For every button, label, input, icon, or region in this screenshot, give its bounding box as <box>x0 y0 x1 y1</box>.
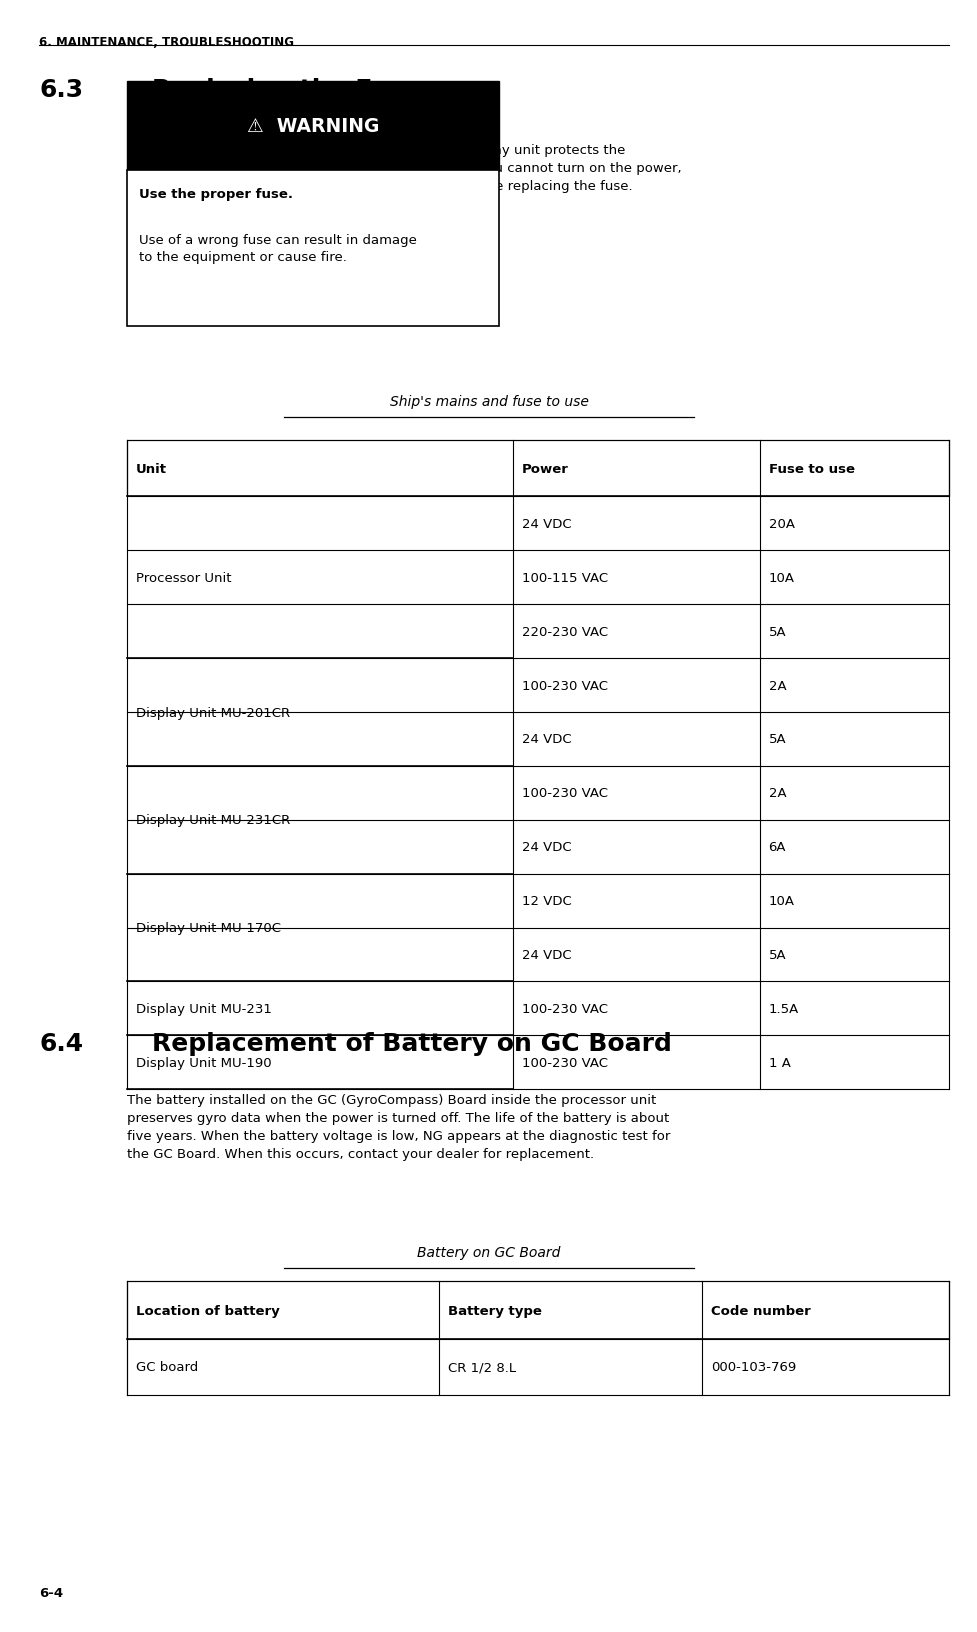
Text: Display Unit MU-231CR: Display Unit MU-231CR <box>136 814 290 827</box>
Text: 100-230 VAC: 100-230 VAC <box>522 787 608 800</box>
Text: Replacement of Battery on GC Board: Replacement of Battery on GC Board <box>151 1031 671 1056</box>
Text: 24 VDC: 24 VDC <box>522 517 572 530</box>
Text: The fuse at the rear of the processor unit and the display unit protects the
equ: The fuse at the rear of the processor un… <box>127 144 681 193</box>
Text: 2A: 2A <box>768 679 786 692</box>
Text: 6. MAINTENANCE, TROUBLESHOOTING: 6. MAINTENANCE, TROUBLESHOOTING <box>39 36 294 49</box>
Text: Display Unit MU-170C: Display Unit MU-170C <box>136 922 280 935</box>
Text: Display Unit MU-201CR: Display Unit MU-201CR <box>136 707 290 720</box>
Text: The battery installed on the GC (GyroCompass) Board inside the processor unit
pr: The battery installed on the GC (GyroCom… <box>127 1093 670 1160</box>
Text: Use the proper fuse.: Use the proper fuse. <box>139 188 292 201</box>
Text: 6.4: 6.4 <box>39 1031 83 1056</box>
FancyBboxPatch shape <box>127 1281 948 1340</box>
Text: 24 VDC: 24 VDC <box>522 840 572 854</box>
Text: Battery on GC Board: Battery on GC Board <box>417 1245 560 1260</box>
Text: 100-230 VAC: 100-230 VAC <box>522 1056 608 1069</box>
Text: 6-4: 6-4 <box>39 1586 64 1599</box>
Text: 6A: 6A <box>768 840 786 854</box>
FancyBboxPatch shape <box>127 171 498 326</box>
Text: 1 A: 1 A <box>768 1056 789 1069</box>
Text: Use of a wrong fuse can result in damage
to the equipment or cause fire.: Use of a wrong fuse can result in damage… <box>139 233 416 264</box>
Text: 5A: 5A <box>768 733 786 746</box>
Text: 5A: 5A <box>768 625 786 638</box>
Text: Replacing the Fuse: Replacing the Fuse <box>151 78 420 103</box>
Text: CR 1/2 8.L: CR 1/2 8.L <box>447 1361 516 1374</box>
Text: Code number: Code number <box>710 1304 810 1317</box>
Text: 6.3: 6.3 <box>39 78 83 103</box>
Text: 12 VDC: 12 VDC <box>522 894 572 907</box>
Text: 10A: 10A <box>768 894 793 907</box>
Text: Processor Unit: Processor Unit <box>136 571 232 584</box>
Text: Display Unit MU-190: Display Unit MU-190 <box>136 1056 272 1069</box>
Text: 000-103-769: 000-103-769 <box>710 1361 795 1374</box>
FancyBboxPatch shape <box>127 82 498 171</box>
Text: GC board: GC board <box>136 1361 198 1374</box>
FancyBboxPatch shape <box>127 441 948 498</box>
Text: 100-230 VAC: 100-230 VAC <box>522 679 608 692</box>
Text: 24 VDC: 24 VDC <box>522 948 572 961</box>
Text: Fuse to use: Fuse to use <box>768 462 854 475</box>
Text: 5A: 5A <box>768 948 786 961</box>
Text: 2A: 2A <box>768 787 786 800</box>
Text: 20A: 20A <box>768 517 793 530</box>
Text: Ship's mains and fuse to use: Ship's mains and fuse to use <box>389 395 588 410</box>
Text: 24 VDC: 24 VDC <box>522 733 572 746</box>
Text: 1.5A: 1.5A <box>768 1002 798 1015</box>
Text: Battery type: Battery type <box>447 1304 541 1317</box>
Text: Location of battery: Location of battery <box>136 1304 279 1317</box>
Text: 220-230 VAC: 220-230 VAC <box>522 625 608 638</box>
Text: 10A: 10A <box>768 571 793 584</box>
Text: 100-230 VAC: 100-230 VAC <box>522 1002 608 1015</box>
Text: ⚠  WARNING: ⚠ WARNING <box>246 118 379 135</box>
Text: Power: Power <box>522 462 569 475</box>
Text: Display Unit MU-231: Display Unit MU-231 <box>136 1002 272 1015</box>
Text: Unit: Unit <box>136 462 167 475</box>
Text: 100-115 VAC: 100-115 VAC <box>522 571 608 584</box>
